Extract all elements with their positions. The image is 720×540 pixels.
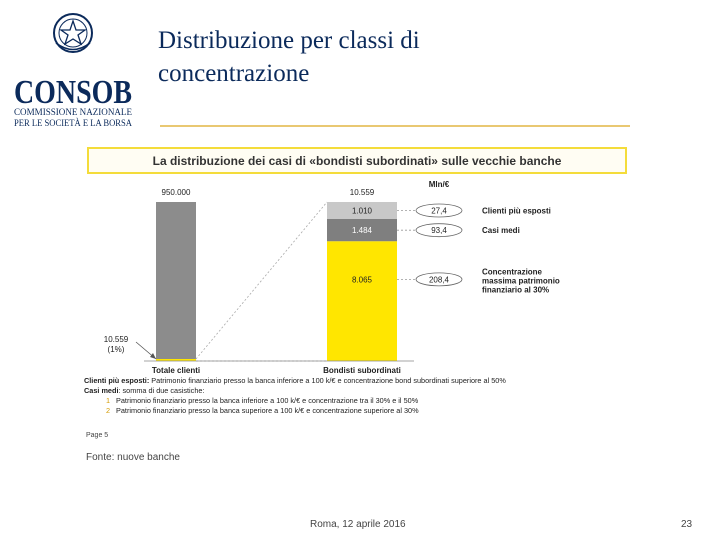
category-label-1: Bondisti subordinati	[323, 366, 401, 375]
bar-totale-clienti	[156, 202, 196, 361]
title-divider	[160, 125, 630, 127]
note-row-2: Casi medi: somma di due casistiche:	[84, 386, 644, 396]
chart-notes: Clienti più esposti: Patrimonio finanzia…	[84, 376, 644, 416]
mln-value-1: 93,4	[431, 226, 447, 235]
logo-subtitle-line2: PER LE SOCIETÀ E LA BORSA	[14, 118, 132, 128]
logo-subtitle-line1: COMMISSIONE NAZIONALE	[14, 107, 133, 117]
mln-oval-1	[415, 223, 463, 238]
star-emblem-icon	[53, 13, 93, 53]
note-item-1: 1 Patrimonio finanziario presso la banca …	[84, 396, 644, 406]
segment-label-2-line-2: finanziario al 30%	[482, 285, 549, 294]
stacked-segment-2	[327, 241, 397, 361]
note-item-2-text: Patrimonio finanziario presso la banca s…	[116, 406, 419, 415]
segment-value-2: 8.065	[352, 275, 373, 284]
footer-page-number: 23	[681, 519, 693, 530]
bar-total-label-1: 10.559	[350, 188, 375, 197]
segment-label-2-line-0: Concentrazione	[482, 267, 543, 276]
segment-value-1: 1.484	[352, 226, 373, 235]
connector-top	[195, 201, 328, 360]
mln-oval-0	[415, 203, 463, 218]
stacked-segment-1	[327, 219, 397, 242]
subset-callout-arrowhead	[150, 353, 156, 359]
note-item-1-number: 1	[105, 396, 110, 405]
footer-date: Roma, 12 aprile 2016	[310, 519, 406, 530]
logo-wordmark: CONSOB	[14, 74, 132, 111]
subset-callout-percent: (1%)	[108, 345, 125, 354]
page-reference: Page 5	[86, 432, 109, 439]
stacked-segment-0	[327, 202, 397, 219]
slide-title-line2: concentrazione	[158, 60, 310, 87]
segment-label-1: Casi medi	[482, 226, 520, 235]
unit-label: Mln/€	[429, 180, 450, 189]
segment-value-0: 1.010	[352, 207, 373, 216]
mln-oval-2	[415, 272, 463, 287]
note-2-label: Casi medi	[84, 386, 119, 395]
segment-label-2-line-1: massima patrimonio	[482, 276, 560, 285]
note-1-label: Clienti più esposti:	[84, 376, 150, 385]
slide-title-line1: Distribuzione per classi di	[158, 27, 420, 54]
segment-label-0: Clienti più esposti	[482, 207, 551, 216]
note-2-text: : somma di due casistiche:	[118, 386, 205, 395]
slide-title: Distribuzione per classi di concentrazio…	[158, 24, 678, 90]
note-1-text: Patrimonio finanziario presso la banca i…	[149, 376, 506, 385]
bar-total-label-0: 950.000	[162, 188, 191, 197]
mln-value-0: 27,4	[431, 207, 447, 216]
chart-panel: La distribuzione dei casi di «bondisti s…	[84, 143, 632, 443]
consob-logo: CONSOB COMMISSIONE NAZIONALE PER LE SOCI…	[14, 13, 133, 128]
note-row-1: Clienti più esposti: Patrimonio finanzia…	[84, 376, 644, 386]
chart-title: La distribuzione dei casi di «bondisti s…	[152, 153, 562, 168]
bar-totale-clienti-subset	[156, 359, 196, 361]
category-label-0: Totale clienti	[152, 366, 200, 375]
mln-value-2: 208,4	[429, 275, 450, 284]
note-item-1-text: Patrimonio finanziario presso la banca i…	[116, 396, 419, 405]
chart-title-banner: La distribuzione dei casi di «bondisti s…	[87, 147, 627, 174]
subset-callout-value: 10.559	[104, 335, 129, 344]
source-note: Fonte: nuove banche	[86, 452, 180, 463]
note-item-2-number: 2	[105, 406, 110, 415]
note-item-2: 2 Patrimonio finanziario presso la banca …	[84, 406, 644, 416]
